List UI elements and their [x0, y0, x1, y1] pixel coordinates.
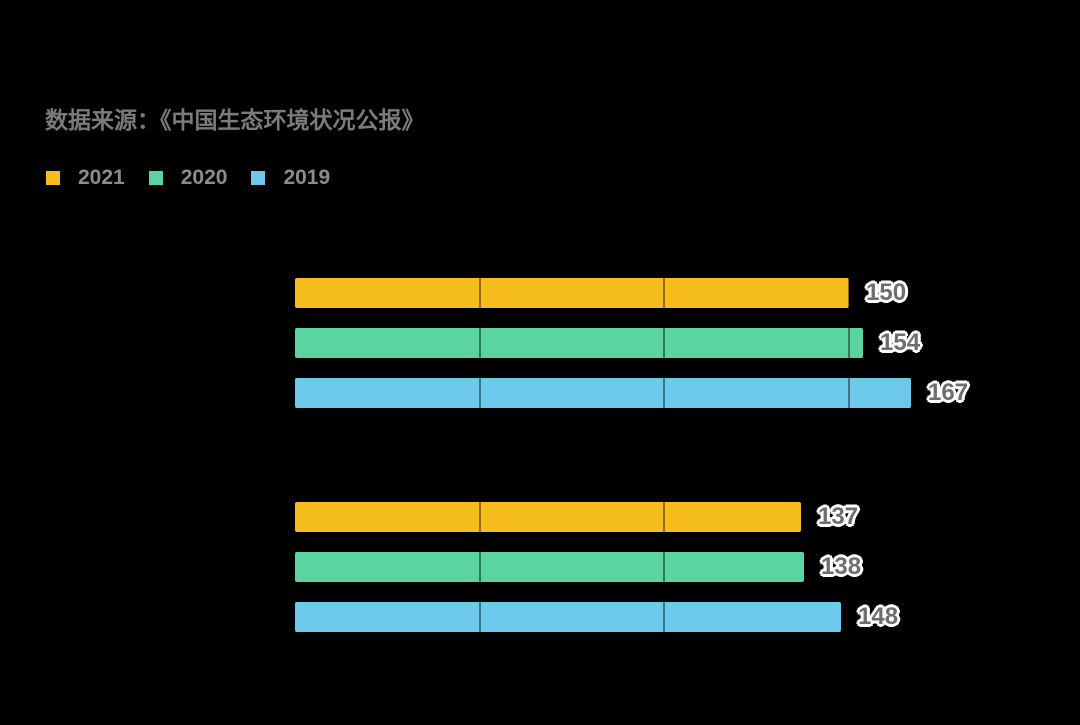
legend-item-2020[interactable]: 2020: [148, 166, 228, 189]
bar-2021-group1[interactable]: [295, 278, 849, 308]
legend-label-2021: 2021: [78, 166, 125, 189]
legend-item-2021[interactable]: 2021: [46, 167, 125, 188]
bar-2019-group1[interactable]: [295, 378, 911, 408]
gridline-150: [848, 266, 850, 638]
gridline-50: [479, 266, 481, 638]
legend-swatch-2020: [148, 170, 163, 185]
bar-value-2021-group2: 137: [818, 503, 859, 530]
legend: 2021 2020 2019: [46, 167, 354, 188]
legend-swatch-2021: [46, 170, 60, 185]
legend-label-2020: 2020: [180, 166, 228, 189]
bar-2020-group2[interactable]: [295, 552, 804, 582]
gridline-100: [663, 266, 665, 638]
legend-swatch-2019: [251, 170, 266, 185]
bar-value-2021-group1: 150: [866, 279, 907, 306]
bar-2019-group2[interactable]: [295, 602, 841, 632]
bar-value-2019-group1: 167: [928, 379, 969, 406]
legend-label-2019: 2019: [283, 166, 331, 189]
source-note: 数据来源：《中国生态环境状况公报》: [45, 107, 425, 133]
bar-value-2020-group2: 138: [821, 553, 862, 580]
bar-2021-group2[interactable]: [295, 502, 801, 532]
bar-2020-group1[interactable]: [295, 328, 863, 358]
bar-value-2020-group1: 154: [880, 329, 921, 356]
bar-value-2019-group2: 148: [858, 603, 899, 630]
legend-item-2019[interactable]: 2019: [251, 167, 330, 188]
